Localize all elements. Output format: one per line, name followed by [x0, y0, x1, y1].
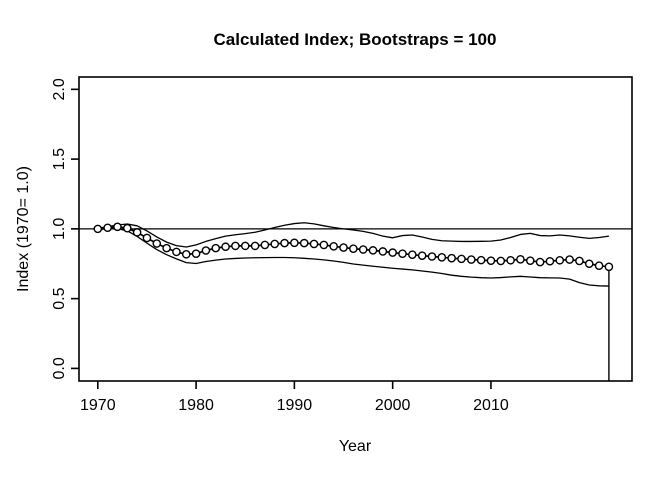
- data-point-marker: [604, 262, 614, 272]
- data-point-marker: [103, 223, 112, 233]
- data-point-marker: [162, 243, 171, 253]
- data-point-marker: [388, 248, 397, 257]
- data-point-marker: [437, 253, 447, 262]
- data-point-marker: [378, 247, 388, 256]
- data-point-marker: [290, 238, 299, 248]
- lower-ci-line: [97, 227, 609, 287]
- data-point-marker: [152, 239, 162, 248]
- data-point-marker: [211, 243, 221, 253]
- x-tick-label: 2000: [375, 397, 411, 414]
- data-point-marker: [545, 256, 555, 266]
- data-point-marker: [417, 251, 427, 260]
- data-point-marker: [240, 241, 250, 251]
- data-point-marker: [555, 255, 565, 265]
- y-tick-label: 1.0: [51, 218, 68, 240]
- data-point-marker: [260, 240, 270, 250]
- data-point-marker: [476, 255, 486, 265]
- index-markers: [93, 222, 614, 272]
- data-point-marker: [142, 233, 152, 243]
- data-point-marker: [408, 250, 417, 259]
- data-point-marker: [309, 239, 319, 249]
- data-point-marker: [525, 256, 535, 265]
- data-point-marker: [457, 254, 466, 264]
- chart-title: Calculated Index; Bootstraps = 100: [214, 30, 497, 49]
- data-point-marker: [486, 256, 496, 265]
- data-point-marker: [299, 238, 309, 248]
- data-point-marker: [496, 256, 506, 266]
- x-tick-label: 2010: [473, 397, 509, 414]
- data-point-marker: [368, 246, 378, 255]
- data-point-marker: [594, 261, 604, 271]
- data-point-marker: [427, 252, 437, 261]
- data-point-marker: [122, 223, 132, 233]
- data-point-marker: [280, 238, 289, 248]
- data-point-marker: [349, 244, 358, 253]
- data-point-marker: [398, 249, 407, 259]
- data-point-marker: [201, 246, 211, 255]
- data-point-marker: [231, 241, 240, 251]
- data-point-marker: [319, 240, 329, 250]
- data-point-marker: [535, 257, 545, 267]
- data-point-marker: [329, 242, 338, 251]
- plot-area: 1970 1980 1990 2000 2010 0.0 0.5 1.0 1.5 2.0: [51, 76, 633, 414]
- upper-ci-line: [97, 222, 609, 248]
- y-tick-label: 0.0: [51, 357, 68, 379]
- data-point-marker: [584, 259, 594, 269]
- data-point-marker: [191, 249, 201, 259]
- x-axis-title: Year: [339, 438, 372, 455]
- data-point-marker: [93, 224, 103, 234]
- data-point-marker: [358, 245, 368, 254]
- data-point-marker: [113, 222, 122, 232]
- data-point-marker: [270, 239, 280, 249]
- x-tick-label: 1980: [178, 397, 214, 414]
- data-point-marker: [221, 242, 230, 252]
- y-axis-title: Index (1970= 1.0): [15, 166, 32, 292]
- y-tick-label: 1.5: [51, 148, 68, 170]
- y-tick-label: 2.0: [51, 78, 68, 100]
- data-point-marker: [447, 253, 456, 263]
- data-point-marker: [506, 255, 515, 265]
- data-point-marker: [565, 255, 574, 264]
- data-point-marker: [250, 241, 260, 251]
- data-point-marker: [339, 243, 348, 252]
- data-point-marker: [132, 228, 142, 237]
- data-point-marker: [181, 249, 191, 259]
- x-tick-label: 1970: [80, 397, 116, 414]
- data-point-marker: [516, 254, 525, 264]
- data-point-marker: [575, 256, 584, 266]
- y-tick-label: 0.5: [51, 287, 68, 309]
- data-point-marker: [467, 255, 476, 264]
- data-point-marker: [172, 247, 181, 257]
- x-tick-label: 1990: [277, 397, 313, 414]
